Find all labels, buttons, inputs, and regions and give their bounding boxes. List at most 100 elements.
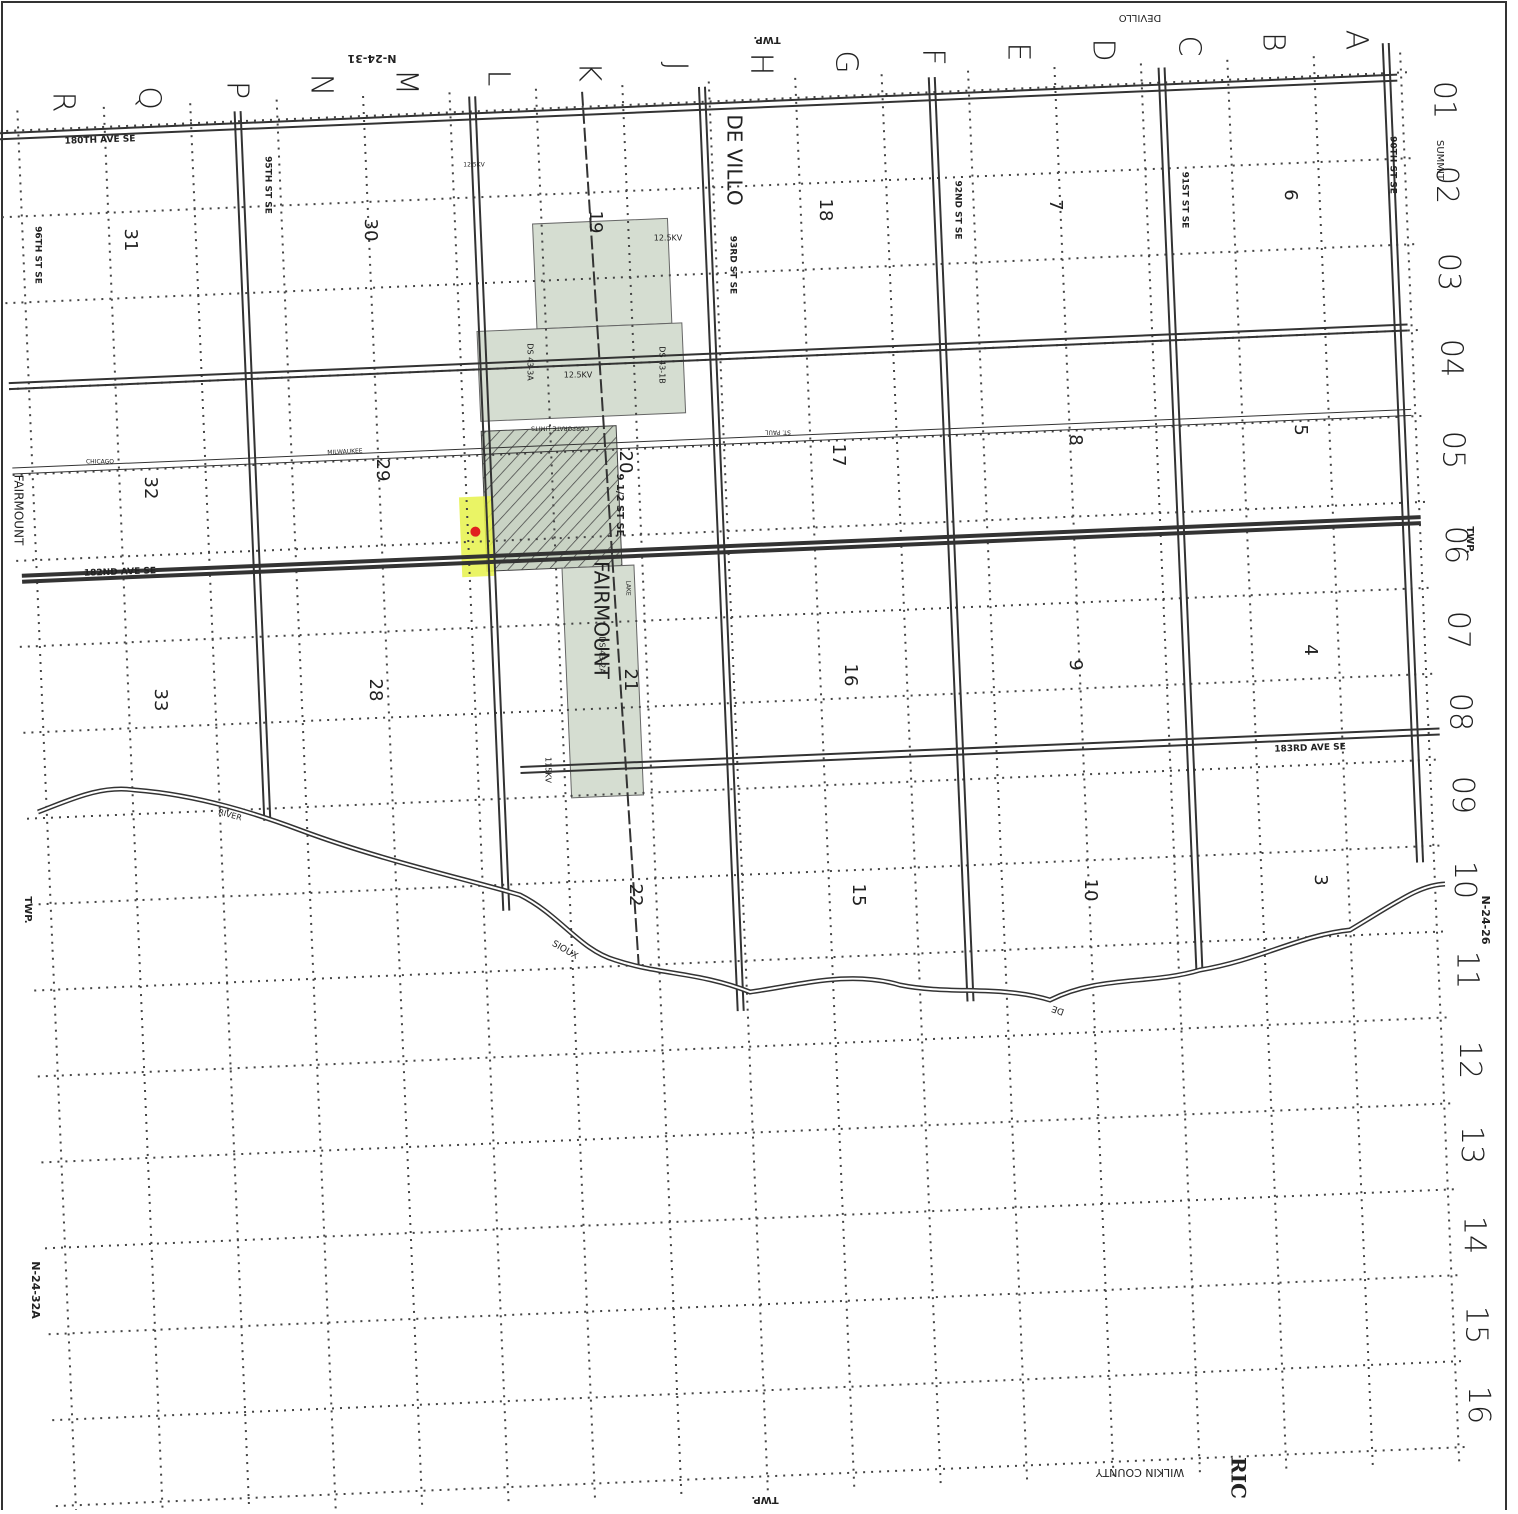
feature-label: ST. PAUL [765,429,791,436]
place-name: FAIRMOUNT [12,475,26,546]
grid-line [275,99,337,1509]
section-number: 8 [1065,434,1086,445]
township-label: TWP. [1464,526,1475,553]
road [8,329,1408,391]
section-number: 15 [848,884,869,907]
section-number: 19 [585,211,606,234]
marker [470,526,481,537]
column-number: 10 [1447,861,1482,899]
road [697,86,739,1012]
feature-label: DE [1050,1003,1066,1017]
row-letter: R [46,92,81,113]
column-number: 04 [1433,339,1468,377]
section-number: 3 [1310,874,1331,885]
row-letter: B [1256,32,1291,52]
row-letter: N [304,74,339,96]
column-number: 06 [1438,526,1473,564]
row-letter: J [659,62,694,71]
feature-label: DS 43-3A [526,343,535,381]
road [233,111,266,821]
grid-line [48,1274,1463,1336]
column-number: 02 [1429,166,1464,204]
section-number: 16 [840,664,861,687]
section-number: 28 [365,679,386,702]
township-label: TWP. [22,896,33,923]
feature-label: 12.5KV [654,234,683,243]
road [12,414,1412,475]
row-letter: Q [132,86,167,110]
row-letter: F [916,48,951,65]
road-label: 183RD AVE SE [1274,742,1346,754]
grid-line [16,110,78,1514]
row-letter: E [1001,43,1036,62]
township-label: TWP. [753,34,780,45]
feature-label: CHICAGO [86,459,114,466]
place-name: DEVILLO [1119,12,1162,23]
road [239,111,272,821]
road [468,96,505,911]
section-number: 7 [1045,199,1066,210]
grid-line [102,106,164,1514]
road [8,323,1408,385]
feature-label: 12.5KV [463,162,485,169]
place-name: DE VILLO [723,114,747,205]
road-label: 96TH ST SE [33,226,43,284]
road [22,521,1421,584]
feature-label: LAKE [625,580,632,596]
feature-label: DS 43-1B [658,346,667,383]
column-number: 01 [1427,81,1462,119]
column-number: 15 [1459,1306,1494,1344]
feature-label: MILWAUKEE [327,448,363,457]
grid-line [707,81,769,1491]
section-number: 4 [1300,644,1321,655]
column-number: 09 [1445,776,1480,814]
grid-line [621,85,683,1494]
column-number: 05 [1436,431,1471,469]
road-label: 182ND AVE SE [84,566,156,579]
grid-line [794,77,856,1487]
place-name: SUMMIT [1434,140,1445,181]
road [933,77,975,1002]
road-label: 90TH ST SE [1388,136,1398,194]
road-label: 91ST ST SE [1180,172,1190,229]
township-label: N-24-32A [29,1261,42,1319]
feature-label: 115KV [544,757,553,784]
grid-line [37,1016,1452,1078]
row-letter: G [829,50,864,73]
place-name: WILKIN COUNTY [1095,1466,1184,1479]
road [927,77,969,1002]
road [474,96,511,911]
road [1381,43,1419,863]
road-label: 92ND ST SE [953,180,963,239]
section-number: 10 [1080,879,1101,902]
place-name: RIC [1227,1457,1251,1499]
row-letter: D [1086,38,1121,61]
row-letter: L [481,70,516,87]
column-number: 16 [1461,1386,1496,1424]
grid-line [1139,63,1201,1473]
grid-line [1053,66,1115,1476]
row-letter: A [1339,30,1374,51]
township-label: N-24-26 [1479,896,1492,945]
row-letter: H [744,53,779,76]
grid-line [534,88,596,1498]
road-label: 180TH AVE SE [64,134,135,146]
river-inner [37,788,1446,1002]
section-number: 18 [815,199,836,222]
feature-label: 12.5KV [564,371,593,380]
road-label: 93RD ST SE [728,236,738,294]
place-name: FAIRMOUNT [590,561,614,680]
section-number: 17 [828,444,849,467]
section-number: 9 [1065,659,1086,670]
township-label: N-24-31 [348,52,397,65]
road [0,73,1398,135]
column-number: 14 [1456,1216,1491,1254]
feature-label: SIOUX [550,939,579,962]
row-letter: P [220,81,255,99]
grid-line [1312,56,1374,1465]
township-label: TWP. [751,1494,778,1505]
grid [0,42,1470,1514]
section-number: 29 [372,459,393,482]
